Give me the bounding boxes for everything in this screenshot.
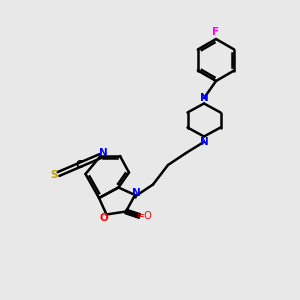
Text: C: C [76,160,83,170]
Text: N: N [200,137,208,147]
Text: S: S [50,170,58,181]
Text: N: N [98,148,107,158]
Text: O: O [99,213,108,223]
Text: F: F [212,27,220,38]
Text: =O: =O [136,211,152,221]
Text: N: N [200,93,208,103]
Text: N: N [132,188,141,199]
